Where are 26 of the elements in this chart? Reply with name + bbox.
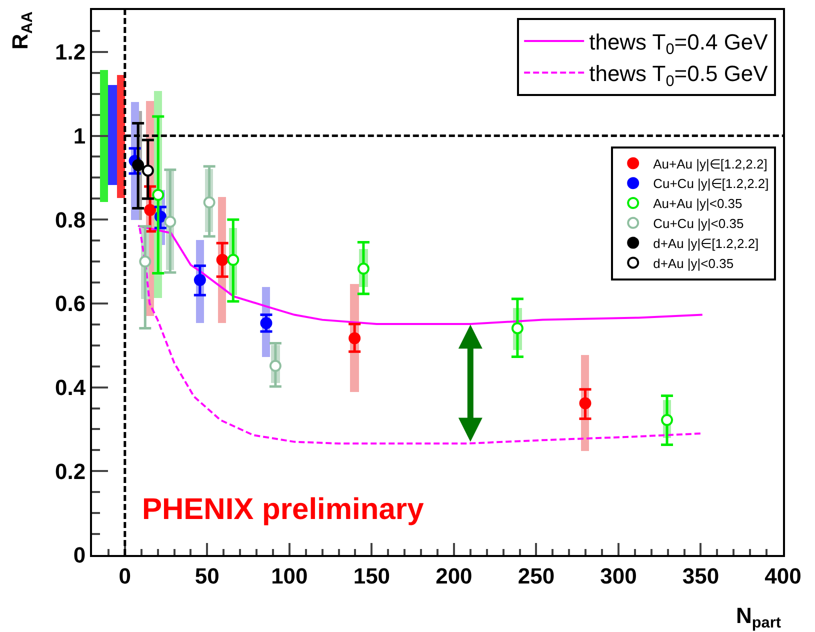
y-tick-label: 1 — [73, 123, 86, 148]
y-tick-label: 0 — [73, 542, 86, 568]
y-tick-label: 0.2 — [55, 458, 86, 484]
legend-label: Cu+Cu |y|∈[1.2,2.2] — [653, 176, 769, 192]
x-tick-label: 200 — [436, 563, 472, 588]
x-tick-label: 400 — [764, 563, 802, 588]
legend-label: Au+Au |y|∈[1.2,2.2] — [653, 156, 768, 172]
x-tick-label: 100 — [271, 563, 308, 588]
legend-label: Au+Au |y|<0.35 — [653, 196, 742, 212]
legend-label: d+Au |y|∈[1.2,2.2] — [653, 236, 759, 251]
legend-label: thews T$_{0}$=0.4 GeV — [589, 30, 768, 58]
y-tick-label: 0.8 — [55, 207, 86, 232]
y-tick-label: 0.6 — [55, 291, 86, 316]
y-tick-label: 1.2 — [55, 40, 86, 65]
legend-label: Cu+Cu |y|<0.35 — [653, 216, 744, 231]
y-tick-label: 0.4 — [55, 375, 86, 400]
x-tick-label: 150 — [353, 563, 390, 588]
x-tick-label: 300 — [600, 563, 637, 588]
x-tick-label: 250 — [518, 563, 555, 588]
x-tick-label: 50 — [194, 563, 220, 588]
legend-label: d+Au |y|<0.35 — [653, 256, 734, 271]
legend-label: thews T$_{0}$=0.5 GeV — [589, 61, 768, 90]
x-tick-label: 0 — [118, 563, 132, 588]
x-tick-label: 350 — [682, 563, 720, 588]
x-axis-title: N$_{part}$ — [736, 603, 781, 632]
annotation: PHENIX preliminary — [142, 493, 424, 526]
